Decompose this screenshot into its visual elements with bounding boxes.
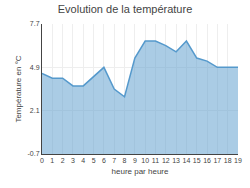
svg-text:2.1: 2.1	[30, 107, 40, 114]
svg-text:19: 19	[234, 157, 242, 164]
svg-text:4.9: 4.9	[30, 64, 40, 71]
svg-text:4: 4	[81, 157, 85, 164]
svg-text:14: 14	[183, 157, 191, 164]
svg-text:Température en °C: Température en °C	[14, 55, 23, 122]
svg-text:7.7: 7.7	[30, 20, 40, 27]
svg-text:18: 18	[224, 157, 232, 164]
svg-text:10: 10	[141, 157, 149, 164]
svg-text:9: 9	[133, 157, 137, 164]
svg-text:12: 12	[162, 157, 170, 164]
svg-text:Evolution de la température: Evolution de la température	[58, 3, 193, 15]
svg-text:1: 1	[50, 157, 54, 164]
svg-text:15: 15	[193, 157, 201, 164]
svg-text:7: 7	[112, 157, 116, 164]
svg-text:8: 8	[123, 157, 127, 164]
svg-text:2: 2	[61, 157, 65, 164]
svg-text:-0.7: -0.7	[28, 150, 40, 157]
svg-text:11: 11	[152, 157, 159, 164]
svg-text:5: 5	[92, 157, 96, 164]
svg-text:0: 0	[40, 157, 44, 164]
svg-text:17: 17	[213, 157, 221, 164]
svg-text:3: 3	[71, 157, 75, 164]
svg-text:16: 16	[203, 157, 211, 164]
svg-text:heure par heure: heure par heure	[112, 167, 169, 176]
svg-text:6: 6	[102, 157, 106, 164]
svg-text:13: 13	[172, 157, 180, 164]
